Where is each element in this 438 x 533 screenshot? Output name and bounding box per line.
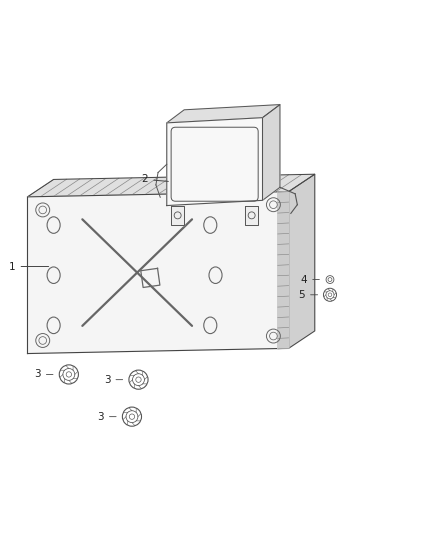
Polygon shape [171,206,184,225]
Polygon shape [167,118,262,206]
Polygon shape [167,104,280,123]
Text: 2: 2 [142,174,168,184]
Text: 4: 4 [300,274,319,285]
Polygon shape [262,104,280,200]
Polygon shape [28,174,315,197]
Text: 3: 3 [104,375,123,385]
Text: 3: 3 [34,369,53,379]
Polygon shape [278,192,289,349]
Text: 3: 3 [97,411,116,422]
Text: 5: 5 [298,290,318,300]
Polygon shape [289,174,315,349]
Text: 1: 1 [9,262,49,271]
Polygon shape [245,206,258,225]
Polygon shape [28,192,289,353]
